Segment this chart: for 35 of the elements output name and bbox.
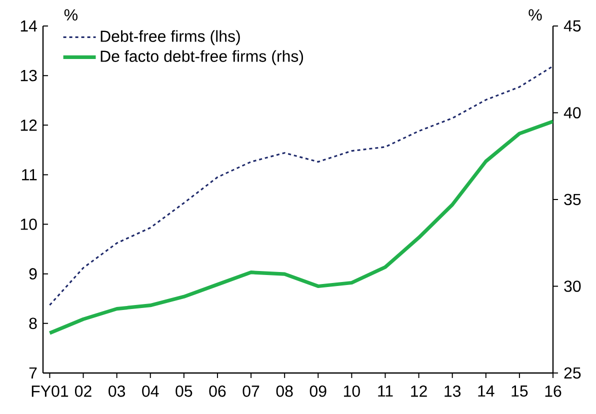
x-tick-label: 15 bbox=[512, 386, 528, 397]
y-tick-label: 7 bbox=[29, 367, 37, 378]
legend-label: De facto debt-free firms (rhs) bbox=[100, 50, 304, 66]
line-series bbox=[48, 120, 553, 335]
y2-tick-label: 30 bbox=[564, 280, 581, 292]
x-tick-label: 16 bbox=[545, 386, 562, 397]
y-tick-label: 14 bbox=[20, 20, 37, 32]
x-tick-label: 07 bbox=[242, 386, 260, 397]
x-tick-label: 10 bbox=[344, 386, 360, 397]
y-tick-label: 10 bbox=[20, 218, 37, 230]
line-series bbox=[48, 65, 553, 306]
x-tick-label: 14 bbox=[478, 386, 494, 397]
x-tick-label: 04 bbox=[142, 386, 159, 397]
x-tick-label: 05 bbox=[176, 386, 192, 397]
x-tick-label: 03 bbox=[108, 386, 126, 397]
x-tick-label: 09 bbox=[310, 386, 326, 397]
y2-tick-label: 40 bbox=[564, 107, 581, 118]
y2-tick-label: 35 bbox=[564, 194, 581, 206]
x-tick-label: 08 bbox=[276, 386, 293, 397]
y-tick-label: 11 bbox=[22, 169, 37, 180]
x-tick-label: FY01 bbox=[32, 386, 68, 397]
y-tick-label: 9 bbox=[29, 268, 37, 280]
y2-axis-title: % bbox=[528, 9, 542, 20]
x-tick-label: 02 bbox=[75, 386, 92, 397]
y-tick-label: 13 bbox=[20, 70, 37, 82]
y-tick-label: 8 bbox=[29, 318, 37, 330]
y2-tick-label: 45 bbox=[564, 20, 581, 32]
y2-tick-label: 25 bbox=[564, 367, 581, 379]
x-tick-label: 13 bbox=[444, 386, 461, 397]
x-tick-label: 11 bbox=[378, 386, 393, 397]
legend-label: Debt-free firms (lhs) bbox=[100, 30, 240, 46]
y-axis-title: % bbox=[64, 9, 78, 20]
x-tick-label: 12 bbox=[411, 386, 427, 397]
x-tick-label: 06 bbox=[209, 386, 226, 397]
y-tick-label: 12 bbox=[20, 120, 37, 131]
